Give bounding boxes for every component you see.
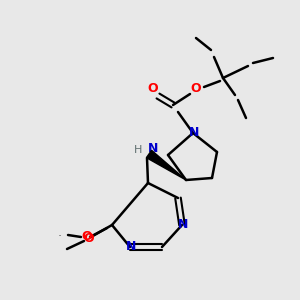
Text: H: H [134,145,142,155]
Text: N: N [148,142,158,155]
Text: N: N [178,218,188,232]
Text: OMe: OMe [58,235,61,236]
Text: O: O [148,82,158,95]
Text: O: O [191,82,201,94]
Text: O: O [82,230,92,242]
Text: O: O [84,232,94,244]
Text: N: N [189,125,199,139]
Text: N: N [126,241,136,254]
Polygon shape [146,150,186,180]
